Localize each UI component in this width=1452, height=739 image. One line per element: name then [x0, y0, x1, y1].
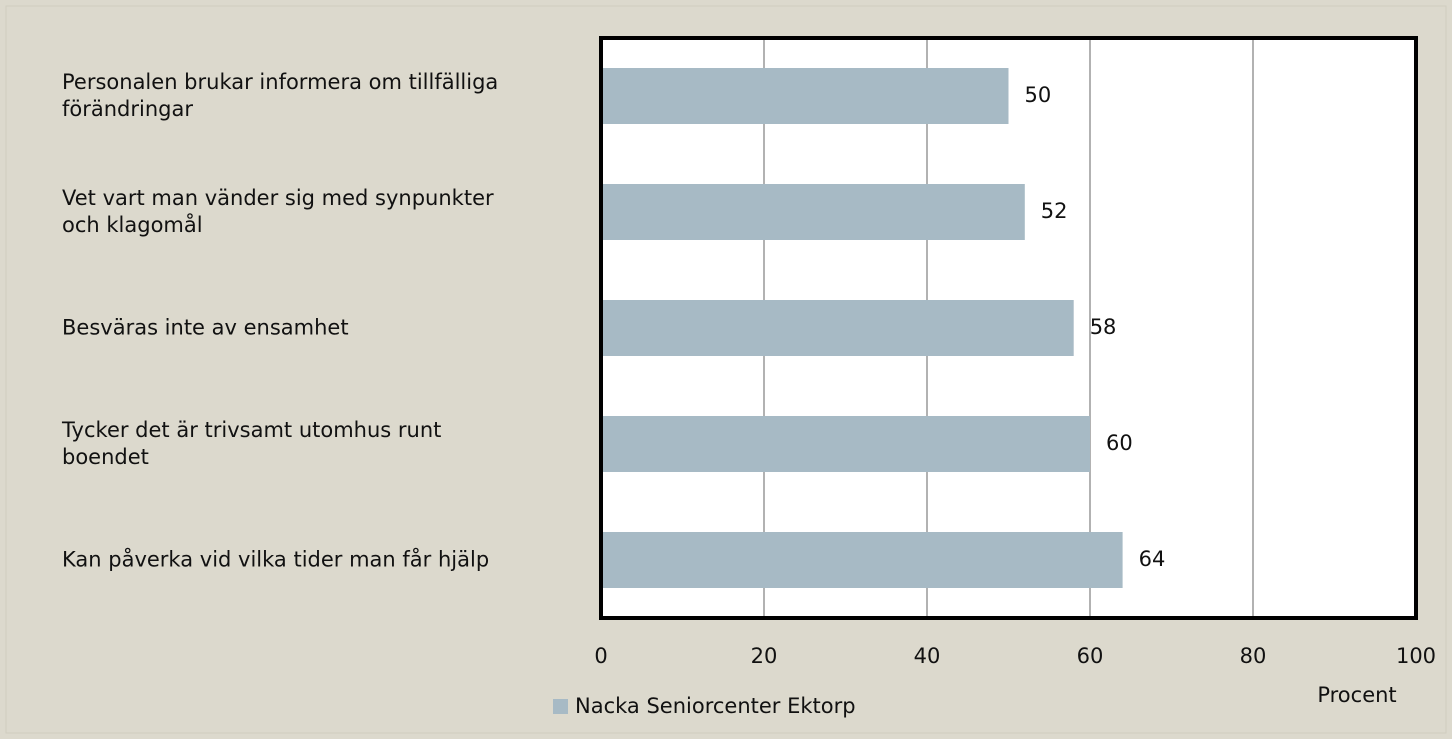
category-label: Kan påverka vid vilka tider man får hjäl… [62, 547, 490, 572]
x-axis-title: Procent [1317, 683, 1396, 707]
bar [601, 300, 1074, 356]
legend-label: Nacka Seniorcenter Ektorp [575, 694, 856, 718]
category-label: Vet vart man vänder sig med synpunkter o… [62, 186, 494, 237]
category-label: Tycker det är trivsamt utomhus runt boen… [62, 418, 442, 469]
data-label: 50 [1025, 83, 1052, 107]
x-tick-label: 20 [751, 644, 778, 668]
data-label: 64 [1139, 547, 1166, 571]
bar [601, 532, 1123, 588]
data-label: 58 [1090, 315, 1117, 339]
legend-swatch [553, 699, 568, 714]
x-tick-label: 100 [1396, 644, 1436, 668]
x-tick-label: 60 [1077, 644, 1104, 668]
bar [601, 416, 1090, 472]
bar [601, 184, 1025, 240]
bar [601, 68, 1009, 124]
data-label: 60 [1106, 431, 1133, 455]
x-tick-label: 80 [1240, 644, 1267, 668]
x-tick-label: 40 [914, 644, 941, 668]
x-tick-label: 0 [594, 644, 607, 668]
category-label: Personalen brukar informera om tillfälli… [62, 70, 499, 121]
frame [5, 5, 1447, 734]
data-label: 52 [1041, 199, 1068, 223]
category-label: Besväras inte av ensamhet [62, 315, 349, 340]
plot-border [599, 36, 1418, 620]
